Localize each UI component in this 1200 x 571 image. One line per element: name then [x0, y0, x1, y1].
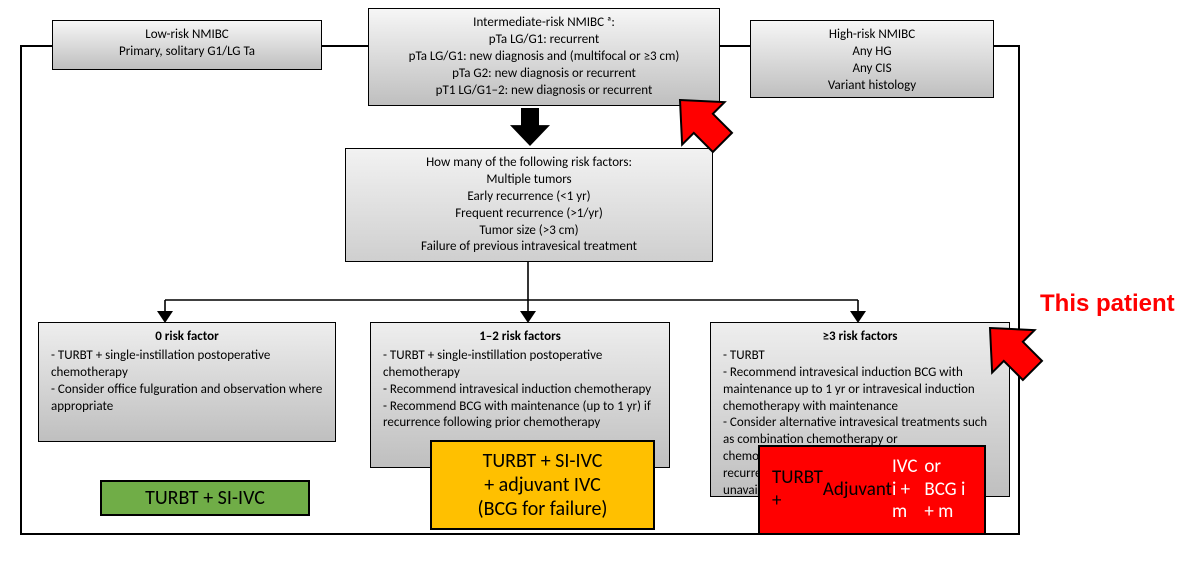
zero-rf-title: 0 risk factor [51, 329, 323, 346]
one-two-rf-title: 1–2 risk factors [383, 329, 657, 346]
red-arrow-to-three-plus-icon [930, 322, 1050, 442]
summary-red-box: TURBT +Adjuvant IVC i + mor BCG i + m [758, 445, 986, 535]
zero-risk-factor-box: 0 risk factor - TURBT + single-instillat… [38, 322, 336, 442]
summary-orange-box: TURBT + SI-IVC+ adjuvant IVC(BCG for fai… [430, 440, 655, 530]
this-patient-label: This patient [1040, 290, 1175, 318]
summary-green-box: TURBT + SI-IVC [100, 480, 310, 516]
zero-rf-body: - TURBT + single-instillation postoperat… [51, 348, 323, 416]
one-two-rf-body: - TURBT + single-instillation postoperat… [383, 348, 657, 432]
red-arrow-to-intermediate-icon [620, 94, 740, 214]
